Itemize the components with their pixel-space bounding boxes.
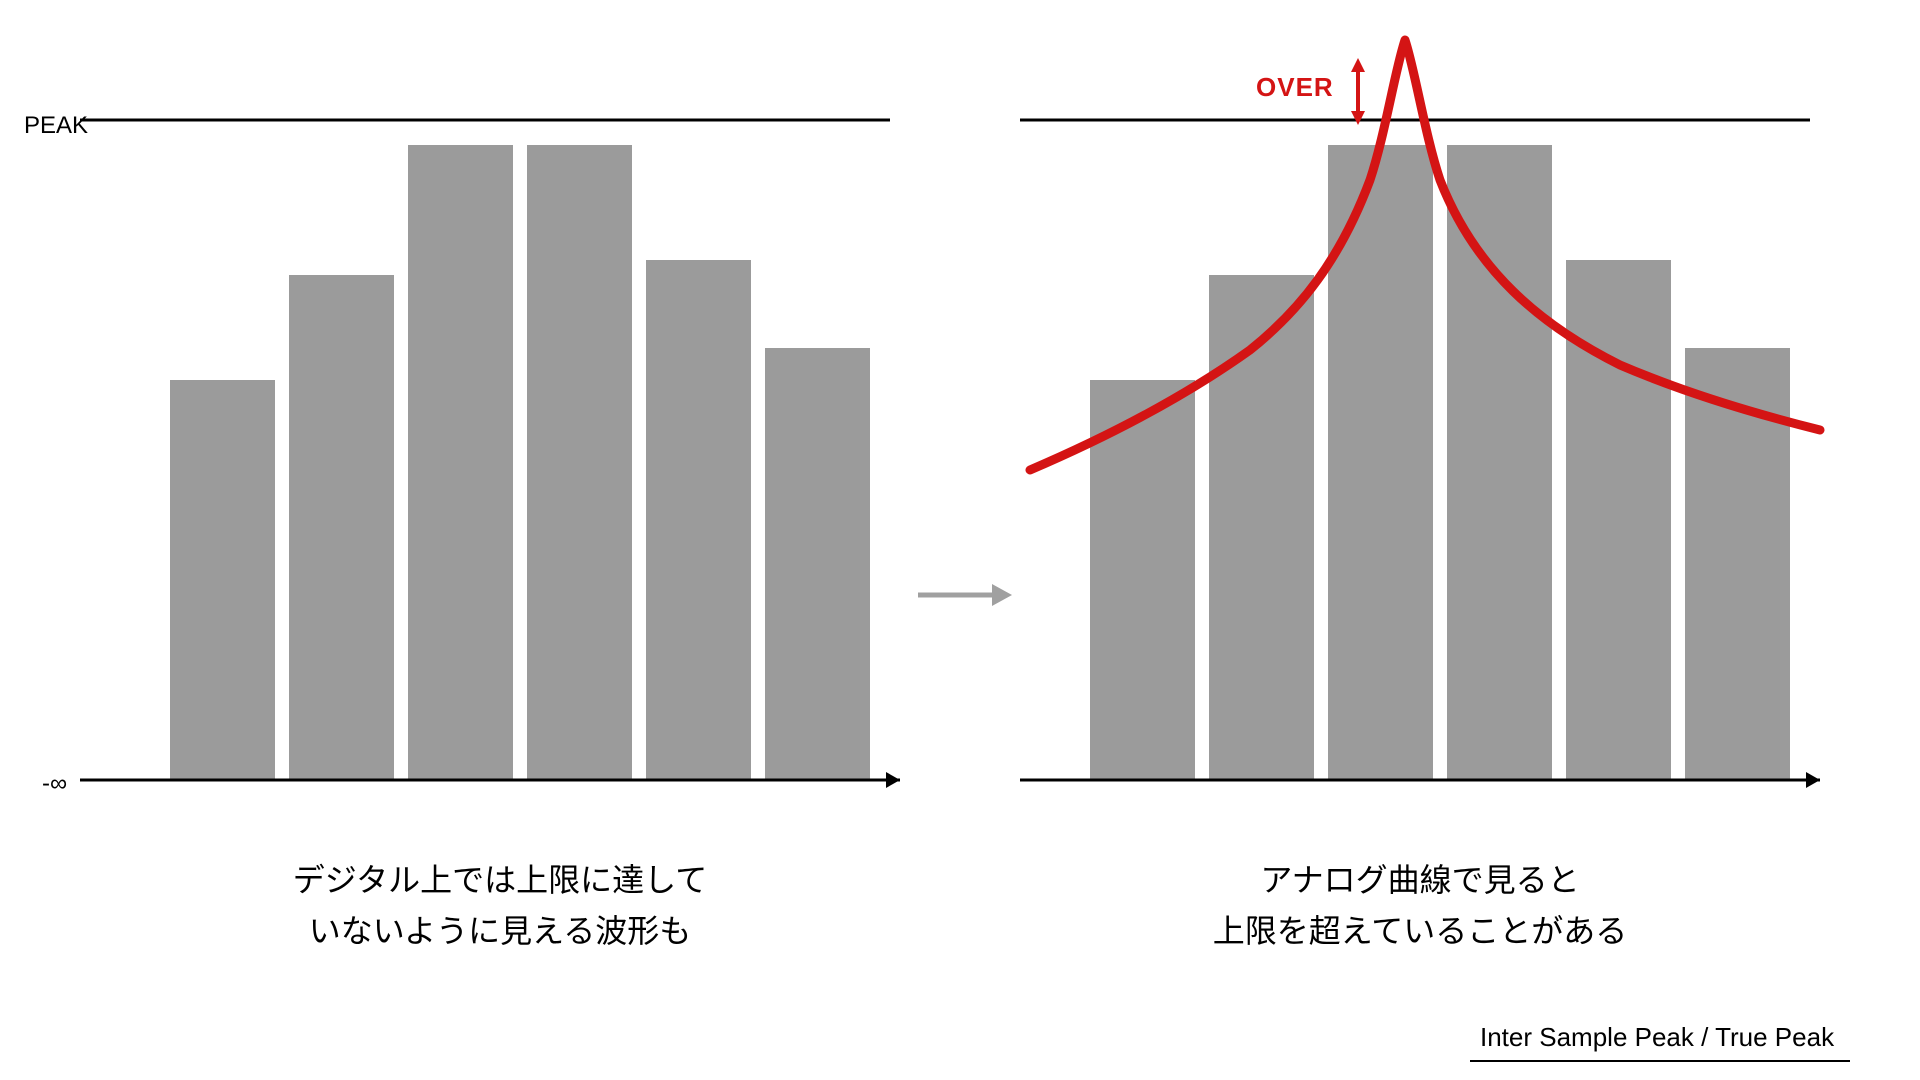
- right-caption-line2: 上限を超えていることがある: [1213, 913, 1627, 949]
- right-caption-line1: アナログ曲線で見ると: [1260, 862, 1579, 898]
- sample-bar: [646, 260, 751, 780]
- sample-bar: [170, 380, 275, 780]
- peak-label: PEAK: [24, 112, 88, 140]
- left-caption-line1: デジタル上では上限に達して: [293, 862, 707, 898]
- sample-bar: [1685, 348, 1790, 780]
- left-chart: [100, 120, 890, 780]
- right-chart-svg: [1020, 30, 1860, 790]
- sample-bar: [408, 145, 513, 780]
- footer-label: Inter Sample Peak / True Peak: [1480, 1022, 1834, 1053]
- sample-bar: [289, 275, 394, 780]
- right-chart: [1020, 120, 1810, 780]
- over-arrow: [1351, 58, 1365, 125]
- neg-inf-label: -∞: [42, 770, 67, 798]
- right-caption: アナログ曲線で見ると 上限を超えていることがある: [1120, 855, 1720, 957]
- left-caption-line2: いないように見える波形も: [309, 913, 691, 949]
- sample-bar: [1566, 260, 1671, 780]
- left-caption: デジタル上では上限に達して いないように見える波形も: [200, 855, 800, 957]
- sample-bar: [1447, 145, 1552, 780]
- sample-bar: [527, 145, 632, 780]
- baseline-arrowhead: [886, 772, 900, 788]
- sample-bar: [1209, 275, 1314, 780]
- center-arrow-head: [992, 584, 1012, 606]
- over-label: OVER: [1256, 72, 1334, 103]
- sample-bar: [765, 348, 870, 780]
- left-chart-svg: [100, 110, 920, 790]
- baseline-arrowhead-right: [1806, 772, 1820, 788]
- footer-line: [1470, 1060, 1850, 1062]
